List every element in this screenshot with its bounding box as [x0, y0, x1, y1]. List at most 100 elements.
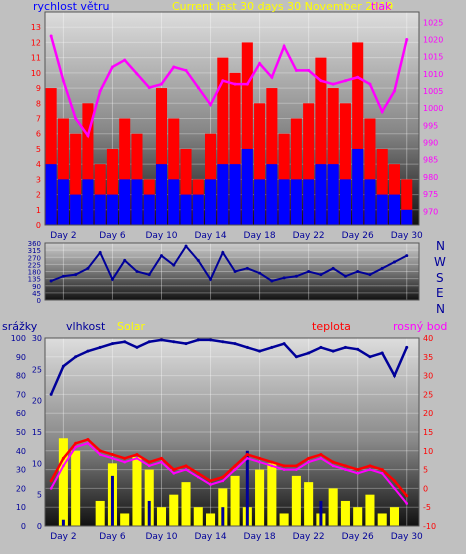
bar-rain: [245, 450, 249, 526]
bar-wind: [315, 164, 327, 225]
point-direction: [74, 273, 78, 277]
point-humidity: [405, 345, 409, 349]
y-tick-label-rain: 0: [37, 522, 42, 531]
x-tick-label: Day 2: [50, 532, 76, 542]
point-dewpoint: [147, 464, 151, 468]
y-tick-label-pressure: 1000: [423, 104, 443, 113]
y-tick-label-humidity: 80: [16, 372, 26, 381]
x-tick-label: Day 10: [145, 231, 177, 241]
bar-gust: [241, 42, 253, 225]
bar-gust: [45, 88, 57, 225]
point-pressure: [184, 68, 188, 72]
point-direction: [110, 277, 114, 281]
bar-wind: [168, 179, 180, 225]
point-pressure: [331, 82, 335, 86]
bar-wind: [180, 194, 192, 225]
point-dewpoint: [331, 464, 335, 468]
point-direction: [61, 274, 65, 278]
bar-wind: [339, 179, 351, 225]
point-direction: [258, 271, 262, 275]
point-temperature: [196, 471, 200, 475]
point-dewpoint: [111, 457, 114, 460]
point-direction: [282, 276, 286, 280]
point-dewpoint: [221, 479, 225, 483]
x-tick-label: Day 30: [391, 231, 423, 241]
bar-wind: [155, 164, 168, 225]
x-tick-label: Day 6: [99, 231, 126, 241]
point-humidity: [343, 345, 347, 349]
point-dewpoint: [123, 460, 127, 464]
y-tick-label-wind: 3: [36, 175, 41, 184]
y-tick-label-pressure: 970: [423, 207, 438, 216]
x-tick-label: Day 26: [342, 231, 374, 241]
point-dewpoint: [270, 464, 274, 468]
point-dewpoint: [98, 453, 102, 456]
y-tick-label-temperature: 5: [423, 466, 428, 475]
point-direction: [270, 279, 274, 283]
y-tick-label-temperature: -10: [423, 522, 436, 531]
bar-wind: [278, 179, 290, 225]
point-dewpoint: [209, 483, 212, 486]
point-dewpoint: [319, 457, 323, 460]
bar-gust: [119, 118, 131, 225]
panel-border: [44, 11, 420, 226]
direction-letter-e: E: [436, 286, 444, 300]
bar-wind: [303, 179, 315, 225]
point-direction: [319, 273, 323, 277]
y-tick-label-humidity: 30: [16, 466, 26, 475]
y-tick-label-direction: 270: [28, 254, 41, 262]
y-tick-label-temperature: 15: [423, 428, 433, 437]
label-rain: srážky: [2, 320, 38, 333]
y-tick-label-wind: 12: [31, 38, 41, 47]
bar-gust: [352, 42, 364, 225]
bar-gust: [303, 103, 315, 225]
y-tick-label-rain: 30: [32, 334, 42, 343]
y-tick-label-direction: 315: [28, 247, 41, 255]
point-direction: [368, 273, 372, 277]
series-temperature: [50, 438, 408, 497]
point-humidity: [61, 364, 65, 368]
point-temperature: [294, 464, 298, 468]
point-direction: [233, 270, 237, 273]
bar-solar: [291, 475, 301, 526]
x-tick-label: Day 22: [293, 231, 325, 241]
y-tick-label-direction: 45: [32, 290, 41, 298]
bar-solar: [377, 513, 387, 526]
bar-gust: [339, 103, 351, 225]
point-pressure: [368, 82, 372, 86]
point-pressure: [294, 68, 298, 72]
bar-solar: [156, 507, 167, 526]
y-tick-label-direction: 360: [28, 240, 41, 248]
y-tick-label-direction: 180: [28, 269, 41, 277]
point-pressure: [61, 79, 65, 83]
point-temperature: [405, 494, 409, 498]
bar-rain: [221, 507, 225, 526]
bar-wind: [119, 179, 131, 225]
bar-solar: [58, 438, 68, 526]
y-tick-label-humidity: 70: [16, 390, 26, 399]
point-temperature: [159, 456, 163, 460]
point-direction: [245, 266, 249, 270]
bar-rain: [110, 475, 114, 526]
point-humidity: [307, 351, 311, 355]
y-tick-label-pressure: 1015: [423, 53, 443, 62]
y-tick-label-direction: 225: [28, 261, 41, 269]
point-direction: [221, 251, 225, 254]
series-pressure: [49, 35, 408, 139]
bar-wind: [82, 179, 94, 225]
bar-wind: [254, 179, 266, 225]
point-temperature: [356, 468, 360, 472]
x-tick-label: Day 2: [50, 231, 76, 241]
bar-solar: [120, 513, 130, 526]
point-temperature: [392, 479, 396, 483]
y-tick-label-wind: 6: [36, 130, 41, 139]
point-temperature: [307, 456, 311, 460]
y-tick-label-humidity: 50: [16, 428, 26, 437]
point-direction: [98, 251, 102, 254]
point-temperature: [147, 460, 151, 464]
point-direction: [294, 274, 298, 278]
point-temperature: [282, 464, 286, 468]
y-tick-label-humidity: 0: [21, 522, 26, 531]
point-dewpoint: [172, 472, 176, 475]
bar-solar: [304, 482, 314, 526]
